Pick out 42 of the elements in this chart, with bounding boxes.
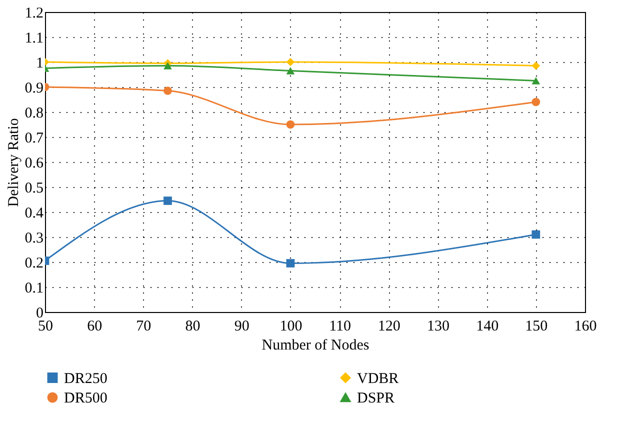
x-tick-label: 140 — [476, 318, 499, 334]
point — [286, 67, 295, 74]
x-tick-label: 80 — [185, 318, 200, 334]
y-tick-label: 1.2 — [24, 6, 44, 22]
y-tick-label: 0.1 — [24, 280, 44, 296]
y-axis-title: Delivery Ratio — [6, 118, 22, 207]
point — [164, 86, 172, 95]
x-tick-label: 50 — [38, 318, 53, 334]
point — [532, 98, 540, 106]
x-tick-label: 70 — [136, 318, 152, 334]
x-tick-label: 160 — [574, 318, 597, 334]
point — [532, 230, 540, 239]
point — [286, 259, 295, 268]
y-tick-label: 0.4 — [24, 206, 44, 222]
x-tick-label: 120 — [378, 318, 400, 334]
y-tick-label: 0.9 — [24, 80, 44, 96]
y-tick-label: 0.5 — [24, 180, 44, 196]
x-axis-title: Number of Nodes — [262, 338, 370, 354]
x-tick-label: 110 — [329, 318, 352, 334]
x-tick-label: 90 — [234, 318, 250, 334]
point — [532, 77, 540, 84]
y-tick-label: 0.6 — [24, 156, 44, 172]
x-tick-label: 100 — [280, 318, 302, 334]
legend-label: DSPR — [357, 390, 395, 406]
point — [164, 62, 172, 70]
legend-label: DR500 — [64, 390, 108, 406]
y-tick-label: 0.8 — [24, 106, 44, 122]
y-tick-label: 0.2 — [24, 256, 44, 272]
point — [286, 58, 295, 66]
y-tick-label: 0.7 — [24, 130, 44, 146]
x-tick-label: 130 — [426, 318, 450, 334]
x-tick-label: 60 — [87, 318, 102, 334]
y-tick-label: 1 — [36, 56, 44, 72]
y-tick-label: 1.1 — [24, 30, 44, 46]
x-tick-label: 150 — [525, 318, 548, 334]
y-tick-label: 0 — [36, 306, 44, 322]
legend-label: DR250 — [64, 370, 108, 387]
point — [286, 120, 295, 129]
point — [532, 62, 540, 70]
y-tick-label: 0.3 — [24, 230, 44, 246]
legend-label: VDBR — [357, 370, 399, 387]
point — [164, 196, 172, 205]
